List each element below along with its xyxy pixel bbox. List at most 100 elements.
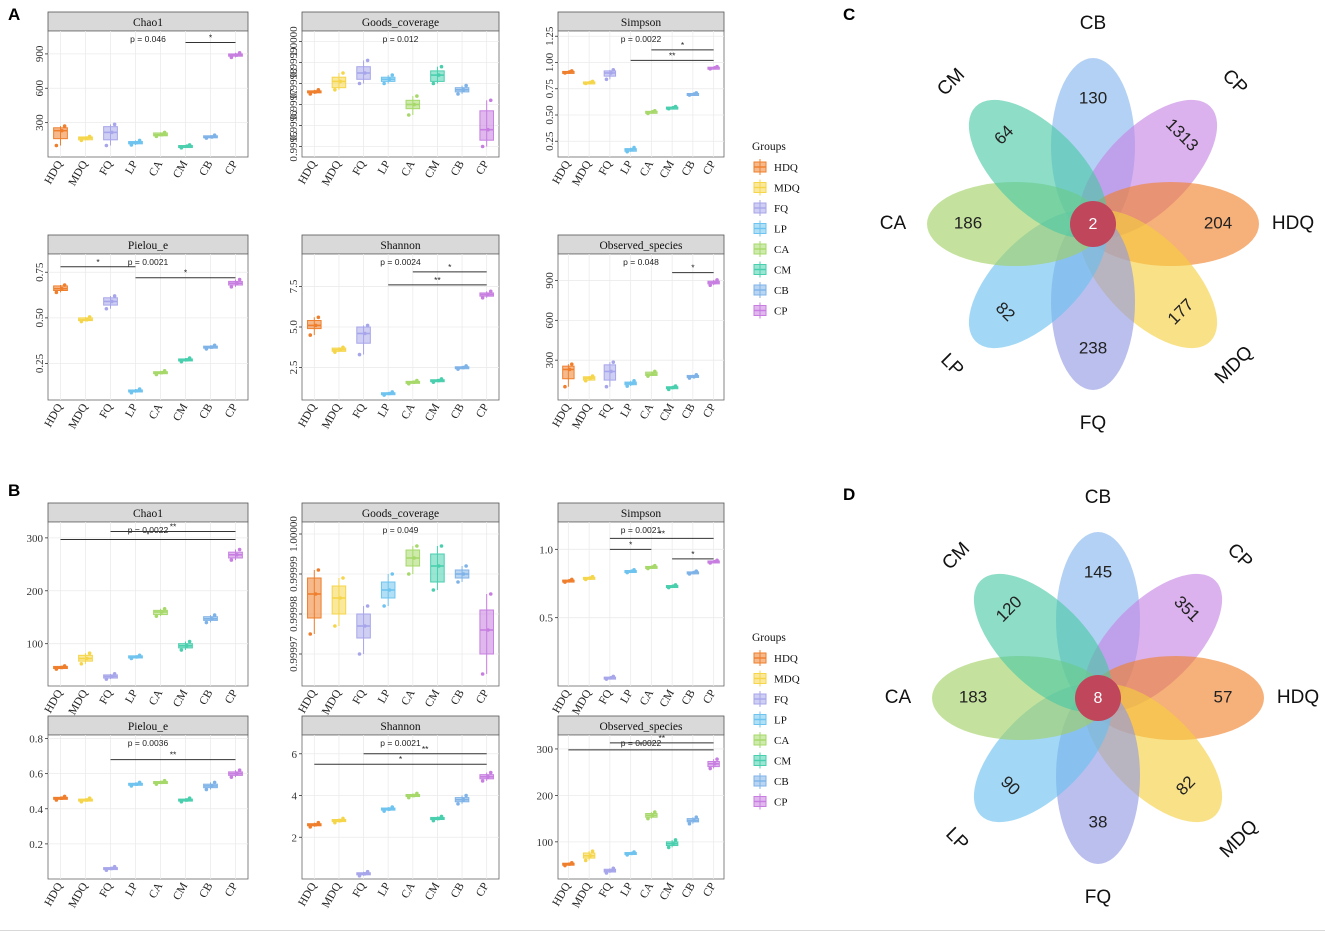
legend-item-ca: CA <box>753 241 789 257</box>
data-point <box>160 370 164 375</box>
facet-a-goods-coverage: Goods_coverage 0.99950.99960.99970.99980.… <box>288 11 500 188</box>
legend-item-cm: CM <box>753 261 791 278</box>
legend-item-mdq: MDQ <box>753 670 800 687</box>
data-point <box>229 285 234 289</box>
plot-area <box>301 734 500 880</box>
data-point <box>210 784 214 788</box>
data-point <box>338 818 343 823</box>
y-tick-label: 2.5 <box>288 360 300 374</box>
x-tick-label: CM <box>171 881 190 903</box>
data-point <box>567 367 572 372</box>
plot-area <box>47 253 249 401</box>
data-point <box>629 381 634 386</box>
box-mdq <box>78 796 93 804</box>
data-point <box>112 294 117 298</box>
box-cp <box>479 289 494 300</box>
data-point <box>488 289 493 294</box>
x-tick-label: CM <box>658 402 677 424</box>
x-tick-label: LP <box>123 881 140 899</box>
x-tick-label: MDQ <box>320 687 344 717</box>
data-point <box>488 770 493 775</box>
box-body <box>356 326 371 344</box>
data-point <box>609 71 613 75</box>
legend-label: CM <box>774 265 791 277</box>
y-tick-label: 0.9999 <box>288 47 300 78</box>
petal-count: 204 <box>1204 213 1232 232</box>
box-ca <box>645 563 658 571</box>
x-tick-label: CA <box>399 687 418 707</box>
y-tick-label: 0.99999 <box>288 556 300 592</box>
facet-title: Shannon <box>380 721 421 733</box>
data-point <box>632 378 636 383</box>
data-point <box>415 544 419 548</box>
data-point <box>567 70 572 74</box>
box-lp <box>380 390 396 397</box>
data-point <box>708 67 713 71</box>
box-ca <box>645 810 658 821</box>
x-tick-label: CB <box>197 159 215 179</box>
x-tick-label: FQ <box>98 880 116 899</box>
y-tick-label: 0.8 <box>29 734 43 746</box>
x-tick-label: HDQ <box>43 401 66 429</box>
y-tick-label: 0.75 <box>34 262 46 282</box>
legend-b: Groups HDQ MDQ FQ LP CA CM CB CP <box>752 632 800 810</box>
data-point <box>316 88 321 92</box>
data-point <box>406 572 411 576</box>
facet-a-pielou-e: Pielou_e 0.25 0.50 0.75 p = 0.0021 * * HDQ MDQ FQ… <box>34 234 249 431</box>
data-point <box>62 794 67 799</box>
legends: Groups HDQ MDQ FQ LP CA CM CB CP Groups HDQ MDQ FQ LP… <box>752 141 800 810</box>
data-point <box>60 665 64 670</box>
box-hdq <box>562 69 575 75</box>
x-tick-label: FQ <box>597 158 615 177</box>
facet-title: Goods_coverage <box>362 508 439 520</box>
x-tick-label: MDQ <box>570 158 594 188</box>
legend-item-cb: CB <box>753 282 789 298</box>
data-point <box>671 584 676 589</box>
legend-label: HDQ <box>774 653 798 665</box>
data-point <box>687 572 692 576</box>
petal-count: 238 <box>1079 338 1107 357</box>
data-point <box>439 544 444 548</box>
data-point <box>480 144 485 149</box>
data-point <box>333 88 337 92</box>
data-point <box>162 369 167 373</box>
x-tick-label: LP <box>618 688 635 706</box>
x-tick-label: HDQ <box>43 158 66 186</box>
petal-count: 130 <box>1079 88 1107 107</box>
data-point <box>646 111 650 116</box>
box-mdq <box>331 816 347 825</box>
data-point <box>488 592 493 596</box>
x-tick-label: CM <box>423 159 442 181</box>
data-point <box>185 798 189 802</box>
data-point <box>604 77 609 82</box>
y-tick-label: 0.25 <box>544 131 556 151</box>
box-lp <box>624 145 637 154</box>
data-point <box>609 369 613 374</box>
x-tick-label: CP <box>223 402 240 420</box>
legend-label: CB <box>774 285 789 297</box>
box-lp <box>380 73 396 86</box>
box-mdq <box>78 651 93 666</box>
petal-cm <box>968 99 1107 238</box>
data-point <box>54 667 59 671</box>
y-tick-label: 900 <box>34 45 46 62</box>
facet-title: Simpson <box>621 508 662 520</box>
box-ca <box>405 94 421 117</box>
data-point <box>129 784 134 788</box>
x-tick-label: CP <box>701 159 718 177</box>
box-body <box>331 585 347 615</box>
data-point <box>62 124 67 128</box>
x-tick-label: CA <box>147 880 166 900</box>
box-ca <box>405 378 421 386</box>
legend-item-fq: FQ <box>753 200 788 216</box>
legend-item-hdq: HDQ <box>753 159 798 175</box>
p-value-label: p = 0.0022 <box>621 34 662 44</box>
data-point <box>486 628 490 632</box>
data-point <box>210 617 214 621</box>
data-point <box>87 134 92 139</box>
box-mdq <box>331 576 347 628</box>
panel-label-a: A <box>8 5 20 24</box>
box-mdq <box>582 79 596 86</box>
